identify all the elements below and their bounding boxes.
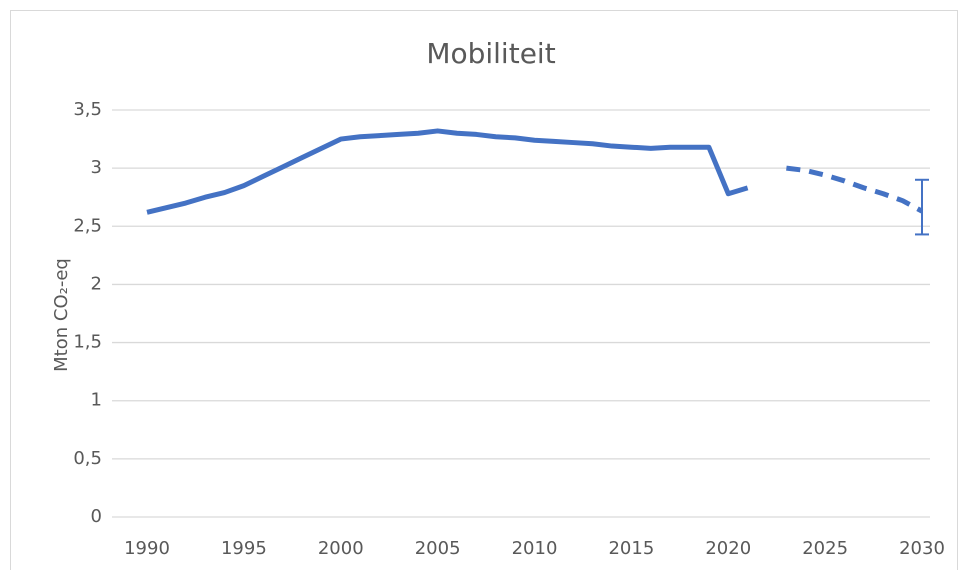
line-series [146,128,749,215]
y-tick-label: 3 [91,157,102,178]
y-axis-label: Mton CO₂-eq [51,258,72,372]
x-tick-label: 1990 [124,538,170,559]
y-tick-label: 0 [91,506,102,527]
y-tick-label: 1,5 [73,332,102,353]
y-tick-label: 3,5 [73,99,102,120]
x-tick-label: 2030 [899,538,945,559]
line-series [786,165,924,214]
x-tick-label: 2000 [318,538,364,559]
x-tick-label: 2010 [512,538,558,559]
y-tick-label: 1 [91,390,102,411]
y-tick-label: 2 [91,273,102,294]
y-tick-label: 0,5 [73,448,102,469]
x-tick-label: 1995 [221,538,267,559]
x-tick-label: 2020 [705,538,751,559]
chart-border [10,10,958,570]
x-tick-label: 2015 [608,538,654,559]
x-tick-label: 2005 [415,538,461,559]
x-tick-label: 2025 [802,538,848,559]
y-tick-label: 2,5 [73,215,102,236]
error-bar [915,178,929,236]
chart-title: Mobiliteit [426,37,555,70]
